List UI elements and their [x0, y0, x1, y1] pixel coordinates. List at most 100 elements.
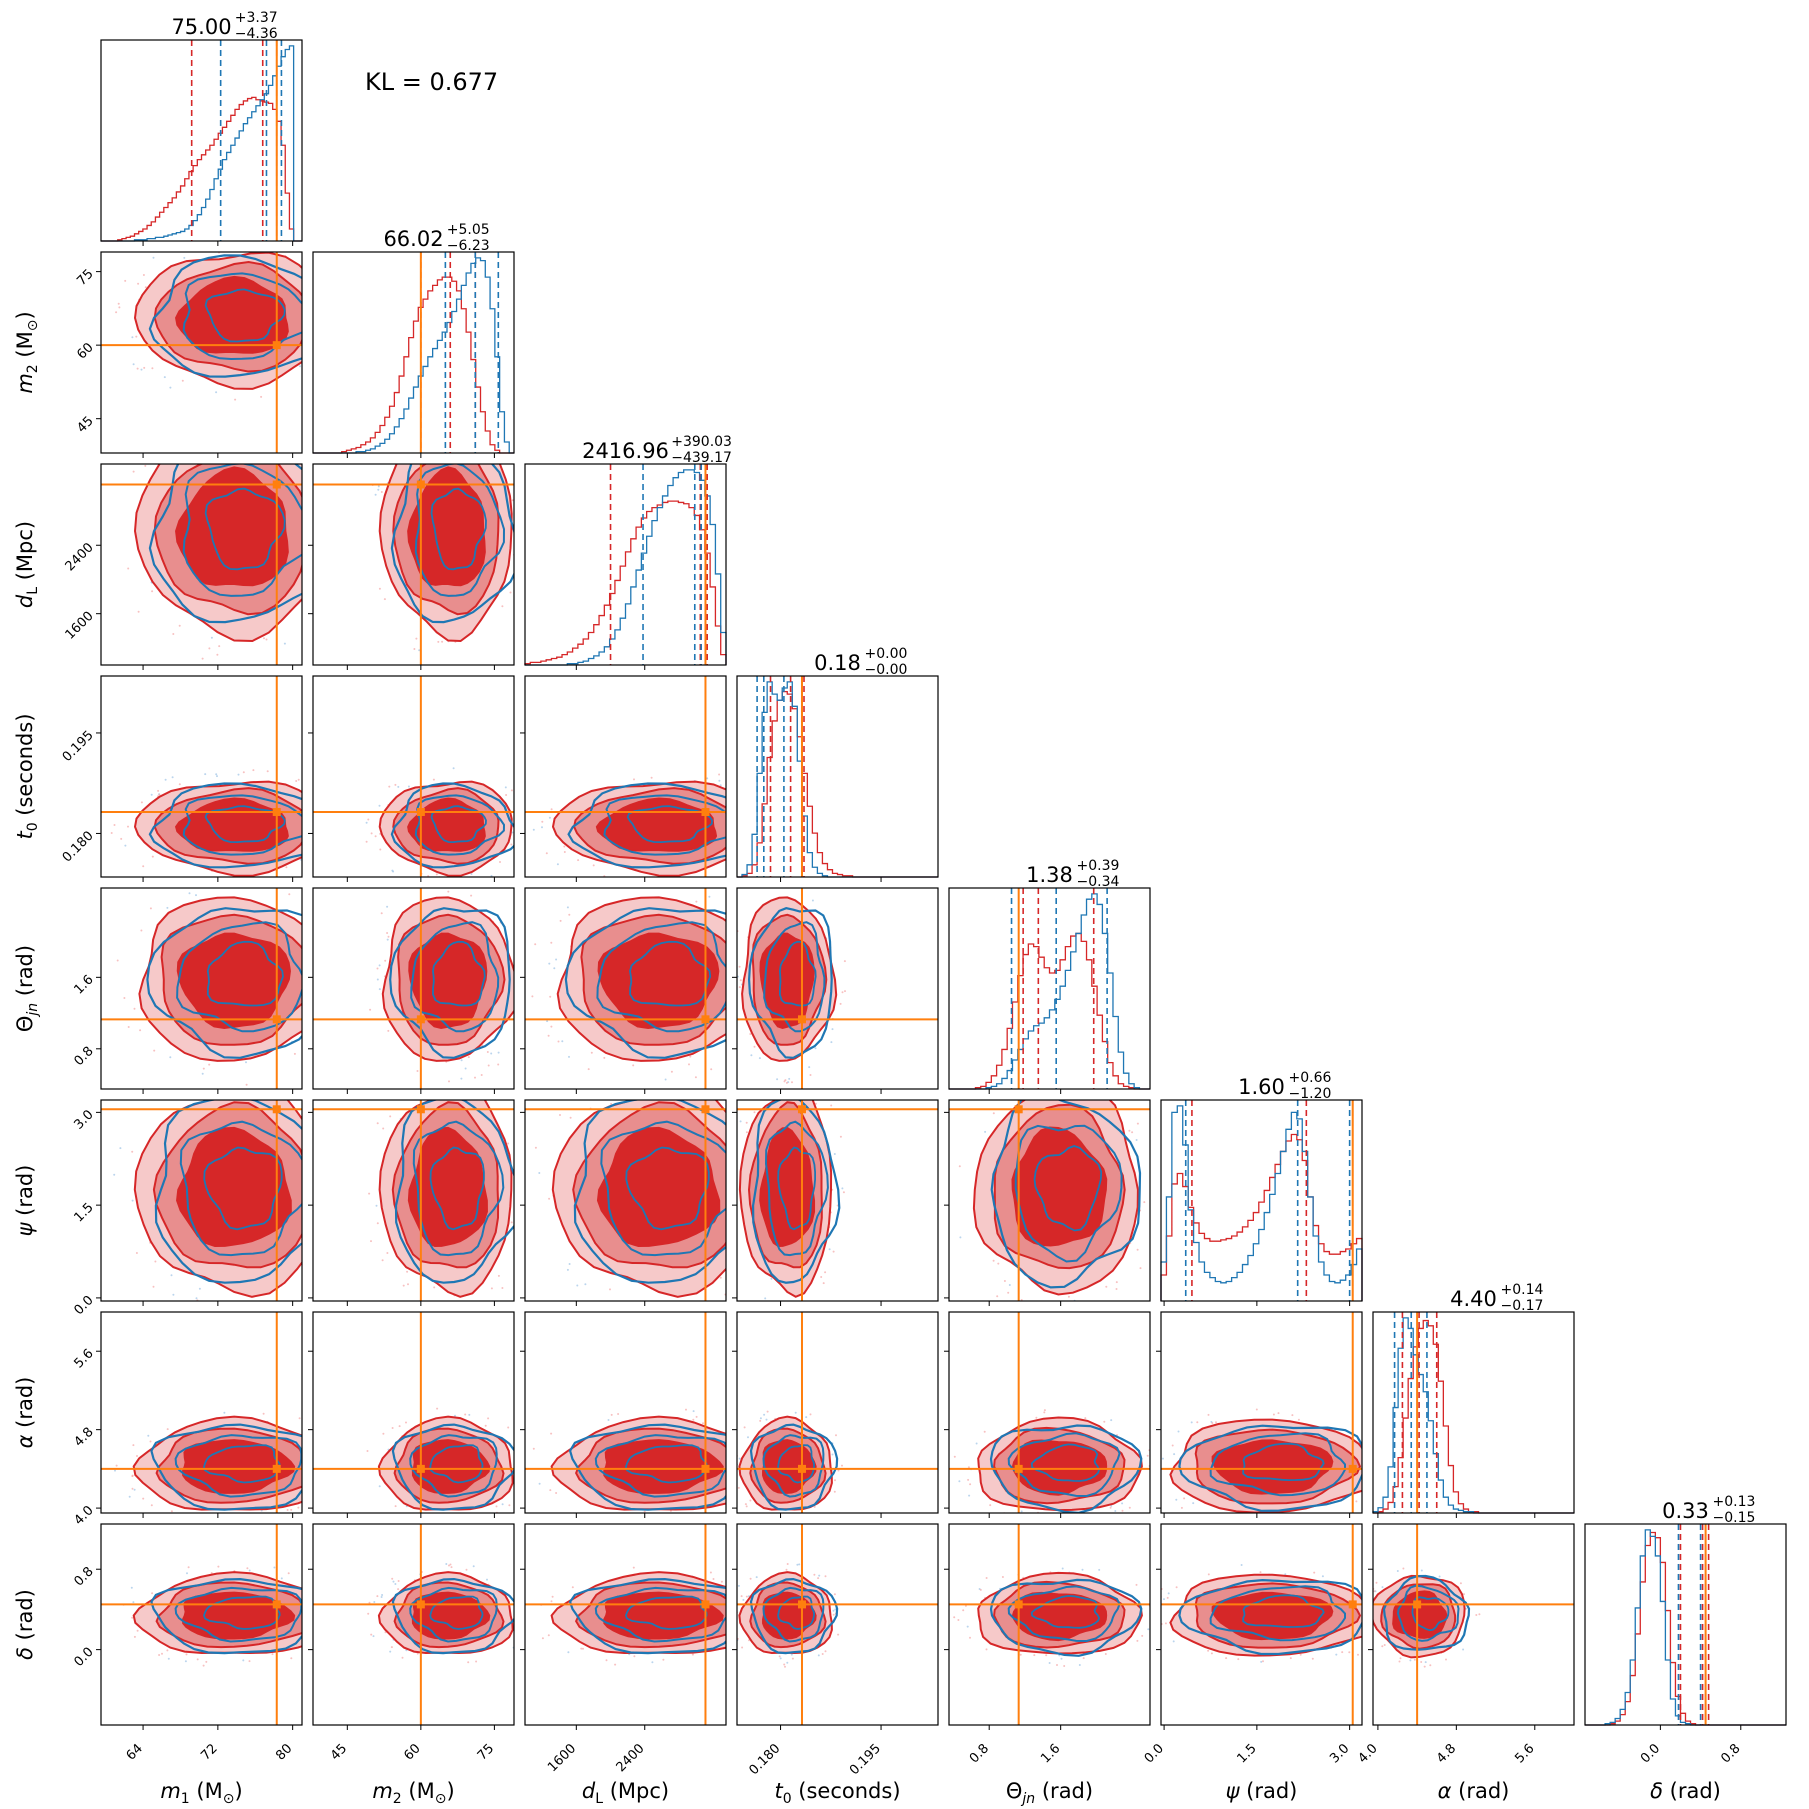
sample-point: [402, 1284, 405, 1287]
panel-frame: [312, 1523, 515, 1726]
histogram-series-blue: [525, 469, 727, 666]
contour-blue-outer: [1382, 1574, 1471, 1651]
sample-point: [131, 1487, 134, 1490]
histogram-title-minus: −6.23: [447, 238, 490, 254]
histogram-series-blue: [313, 257, 514, 454]
histogram-series-red: [313, 276, 514, 454]
sample-point: [367, 1612, 370, 1615]
sample-point: [786, 1661, 789, 1664]
x-axis-label: ψ (rad): [1226, 1779, 1298, 1803]
sample-point: [658, 1516, 660, 1518]
sample-point: [132, 1444, 135, 1447]
histogram-series-red: [949, 932, 1150, 1090]
sample-point: [740, 1595, 743, 1598]
sample-point: [784, 1665, 786, 1668]
sample-point: [334, 1433, 336, 1435]
sample-point: [459, 415, 461, 417]
sample-point: [1098, 1568, 1101, 1571]
sample-point: [1190, 1421, 1193, 1424]
panel-content: [313, 1312, 514, 1513]
contour-blue-inner: [432, 940, 486, 1007]
histogram-title-plus: +0.13: [1713, 1494, 1756, 1510]
histogram-series-red: [1585, 1531, 1786, 1726]
sample-point: [330, 359, 332, 361]
contour-blue-middle: [764, 1120, 829, 1257]
sample-point: [531, 995, 534, 998]
sample-point: [285, 866, 288, 869]
panel-content: [101, 676, 322, 881]
sample-point: [149, 1440, 152, 1443]
sample-point: [202, 1067, 205, 1070]
y-tick-label: 45: [74, 414, 96, 436]
sample-point: [1135, 1583, 1138, 1586]
contour-blue-inner: [777, 1595, 816, 1630]
sample-point: [758, 1057, 761, 1060]
sample-point: [577, 859, 580, 862]
scatter-panel-dL-t0: [520, 675, 727, 882]
contour-blue-outer: [989, 1578, 1143, 1657]
sample-point: [464, 1413, 467, 1416]
sample-point: [381, 1259, 384, 1262]
sample-point: [841, 1187, 844, 1190]
sample-point: [372, 1635, 375, 1638]
truth-marker: [701, 808, 710, 817]
sample-point: [217, 1565, 220, 1568]
sample-point: [795, 1514, 797, 1516]
sample-point: [447, 890, 450, 893]
sample-point: [1105, 1285, 1108, 1288]
sample-point: [216, 775, 218, 778]
y-tick-label: 3.0: [71, 1107, 96, 1132]
y-tick-label: 4.0: [71, 1503, 96, 1528]
label-subscript: 0: [783, 1791, 792, 1807]
sample-point: [447, 1090, 449, 1092]
sample-point: [324, 931, 326, 933]
scatter-panel-t0-thetajn: [730, 887, 939, 1094]
panel-frame: [100, 39, 303, 242]
scatter-panel-m2-thetajn: [308, 887, 515, 1094]
sample-point: [370, 1240, 372, 1243]
histogram-series-blue: [949, 893, 1150, 1090]
sample-point: [730, 979, 732, 981]
histogram-title-plus: +3.37: [235, 10, 278, 26]
sample-point: [837, 1633, 840, 1636]
histogram-panel-alpha: 4.40 +0.14−0.17: [1372, 1282, 1575, 1518]
sample-point: [395, 441, 397, 443]
sample-point: [397, 1580, 400, 1582]
sample-point: [1237, 1658, 1240, 1661]
sample-point: [837, 1469, 840, 1472]
sample-point: [841, 1464, 843, 1467]
panel-content: [313, 1524, 514, 1725]
sample-point: [834, 1479, 836, 1482]
x-axis-label: Θjn (rad): [1006, 1779, 1093, 1807]
contour-blue-outer: [749, 1577, 839, 1655]
sample-point: [742, 1598, 745, 1601]
sample-point: [824, 1650, 827, 1653]
sample-point: [738, 986, 741, 989]
sample-point: [747, 1494, 749, 1496]
contour-red-inner: [175, 275, 289, 354]
truth-marker: [272, 808, 281, 817]
sample-point: [794, 1411, 797, 1414]
contour-blue-middle: [1014, 1124, 1123, 1263]
sample-point: [320, 792, 322, 794]
sample-point: [394, 1505, 397, 1508]
sample-point: [550, 1600, 553, 1603]
sample-point: [115, 311, 118, 314]
panel-frame: [312, 675, 515, 878]
sample-point: [471, 1304, 473, 1306]
sample-point: [202, 1664, 205, 1667]
sample-point: [1402, 1567, 1405, 1570]
contour-blue-outer: [390, 782, 514, 869]
sample-point: [229, 879, 231, 881]
scatter-panel-m1-m2: 45 60 75: [74, 251, 332, 458]
sample-point: [448, 1564, 450, 1567]
sample-point: [448, 1080, 450, 1083]
sample-point: [1311, 1657, 1314, 1660]
y-axis-label-m2: m2 (M⊙): [13, 311, 41, 393]
sample-point: [1180, 1506, 1183, 1509]
contour-blue-outer: [394, 1100, 514, 1284]
sample-point: [822, 1282, 825, 1285]
histogram-panel-m2: 66.02 +5.05−6.23: [312, 222, 515, 458]
sample-point: [461, 882, 463, 884]
sample-point: [171, 776, 174, 779]
